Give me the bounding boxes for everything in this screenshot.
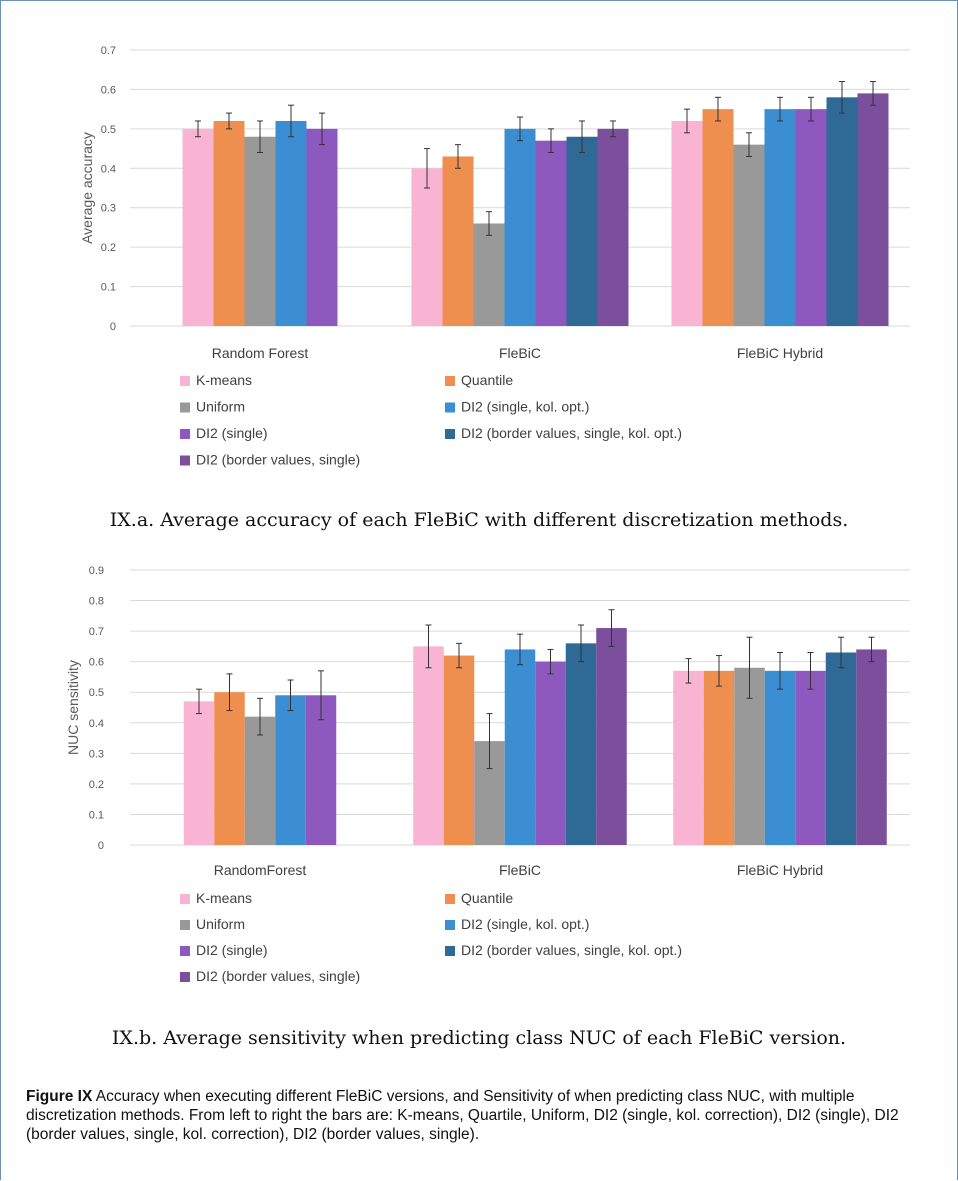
bar bbox=[443, 655, 475, 845]
y-tick-label: 0.6 bbox=[101, 84, 116, 96]
bar bbox=[275, 695, 306, 845]
y-tick-label: 0.8 bbox=[89, 596, 104, 608]
legend-label: DI2 (single, kol. opt.) bbox=[461, 916, 589, 932]
legend-swatch bbox=[445, 429, 455, 439]
bar bbox=[473, 223, 505, 326]
bar bbox=[733, 144, 765, 326]
x-category-label: FleBiC Hybrid bbox=[737, 345, 823, 361]
legend-label: Uniform bbox=[196, 916, 245, 932]
bar bbox=[795, 670, 826, 845]
legend-label: DI2 (single) bbox=[196, 942, 268, 958]
legend-label: K-means bbox=[196, 890, 252, 906]
x-category-label: Random Forest bbox=[212, 345, 309, 361]
y-tick-label: 0.5 bbox=[89, 687, 104, 699]
bar bbox=[825, 652, 857, 845]
bar bbox=[671, 120, 703, 326]
y-tick-label: 0.5 bbox=[101, 124, 116, 136]
legend-label: DI2 (border values, single) bbox=[196, 968, 360, 984]
legend-swatch bbox=[180, 946, 190, 956]
y-tick-label: 0.4 bbox=[89, 718, 104, 730]
accuracy-chart: 0 0.1 0.2 0.3 0.4 0.5 0.6 0.7 Average accuracy Ra… bbox=[79, 45, 910, 468]
y-tick-label: 0.9 bbox=[89, 565, 104, 577]
legend-swatch bbox=[445, 920, 455, 930]
legend-label: DI2 (border values, single) bbox=[196, 452, 360, 468]
bar bbox=[856, 649, 887, 845]
bar bbox=[305, 695, 337, 845]
figure-caption: Figure IX Accuracy when executing differ… bbox=[26, 1087, 926, 1144]
legend-swatch bbox=[180, 972, 190, 982]
bar bbox=[214, 692, 245, 845]
bar bbox=[535, 661, 566, 845]
subcaption-a: IX.a. Average accuracy of each FleBiC wi… bbox=[109, 509, 849, 531]
bar bbox=[306, 128, 338, 326]
subcaption-b: IX.b. Average sensitivity when predictin… bbox=[111, 1027, 847, 1049]
legend-label: DI2 (single, kol. opt.) bbox=[461, 399, 589, 415]
bar bbox=[826, 97, 858, 326]
legend-swatch bbox=[180, 402, 190, 413]
legend-swatch bbox=[445, 894, 455, 904]
legend-label: DI2 (border values, single, kol. opt.) bbox=[461, 425, 682, 441]
bar bbox=[703, 670, 735, 845]
figure-label: Figure IX bbox=[26, 1088, 93, 1105]
figure-caption-text: Accuracy when executing different FleBiC… bbox=[26, 1088, 899, 1143]
legend-swatch bbox=[180, 429, 190, 439]
x-category-label: FleBiC bbox=[499, 345, 541, 361]
legend-label: Quantile bbox=[461, 890, 513, 906]
legend-label: Uniform bbox=[196, 399, 245, 415]
bar bbox=[182, 128, 214, 326]
bar bbox=[244, 136, 276, 326]
y-axis-label: NUC sensitivity bbox=[65, 660, 81, 755]
legend-label: DI2 (border values, single, kol. opt.) bbox=[461, 942, 682, 958]
x-category-label: FleBiC bbox=[499, 862, 541, 878]
y-tick-label: 0.7 bbox=[89, 626, 104, 638]
y-tick-label: 0.1 bbox=[101, 282, 116, 294]
bar bbox=[275, 120, 307, 326]
legend-swatch bbox=[180, 455, 190, 466]
x-category-label: RandomForest bbox=[214, 862, 307, 878]
y-tick-label: 0.6 bbox=[89, 657, 104, 669]
y-tick-label: 0.2 bbox=[101, 242, 116, 254]
y-tick-label: 0.7 bbox=[101, 45, 116, 57]
bar bbox=[702, 109, 734, 327]
bar bbox=[442, 156, 474, 326]
sensitivity-chart: 0 0.1 0.2 0.3 0.4 0.5 0.6 0.7 0.8 0.9 NUC sensitiv… bbox=[65, 565, 910, 984]
y-tick-label: 0 bbox=[110, 321, 116, 333]
y-tick-label: 0 bbox=[98, 840, 104, 852]
legend-swatch bbox=[180, 920, 190, 930]
bar bbox=[795, 109, 827, 327]
bar bbox=[411, 168, 443, 326]
bar bbox=[673, 670, 704, 845]
legend-label: K-means bbox=[196, 372, 252, 388]
y-tick-label: 0.1 bbox=[89, 809, 104, 821]
bar bbox=[597, 128, 629, 326]
legend-swatch bbox=[445, 402, 455, 413]
bar bbox=[504, 128, 536, 326]
x-category-label: FleBiC Hybrid bbox=[737, 862, 823, 878]
bar bbox=[565, 643, 597, 845]
bar bbox=[764, 670, 796, 845]
legend-swatch bbox=[445, 946, 455, 956]
legend-swatch bbox=[180, 894, 190, 904]
bar bbox=[764, 109, 796, 327]
bar bbox=[413, 646, 444, 845]
bar bbox=[183, 701, 215, 845]
bar bbox=[535, 140, 567, 326]
y-tick-label: 0.2 bbox=[89, 779, 104, 791]
bar bbox=[504, 649, 536, 845]
y-tick-label: 0.4 bbox=[101, 163, 116, 175]
legend-swatch bbox=[445, 376, 455, 386]
y-axis-label: Average accuracy bbox=[79, 132, 95, 244]
y-tick-label: 0.3 bbox=[101, 203, 116, 215]
legend-label: Quantile bbox=[461, 372, 513, 388]
bar bbox=[213, 120, 245, 326]
bar bbox=[857, 93, 889, 326]
legend-label: DI2 (single) bbox=[196, 425, 268, 441]
bar bbox=[566, 136, 598, 326]
y-tick-label: 0.3 bbox=[89, 748, 104, 760]
legend-swatch bbox=[180, 376, 190, 386]
bar bbox=[244, 716, 276, 845]
bar bbox=[596, 628, 627, 845]
